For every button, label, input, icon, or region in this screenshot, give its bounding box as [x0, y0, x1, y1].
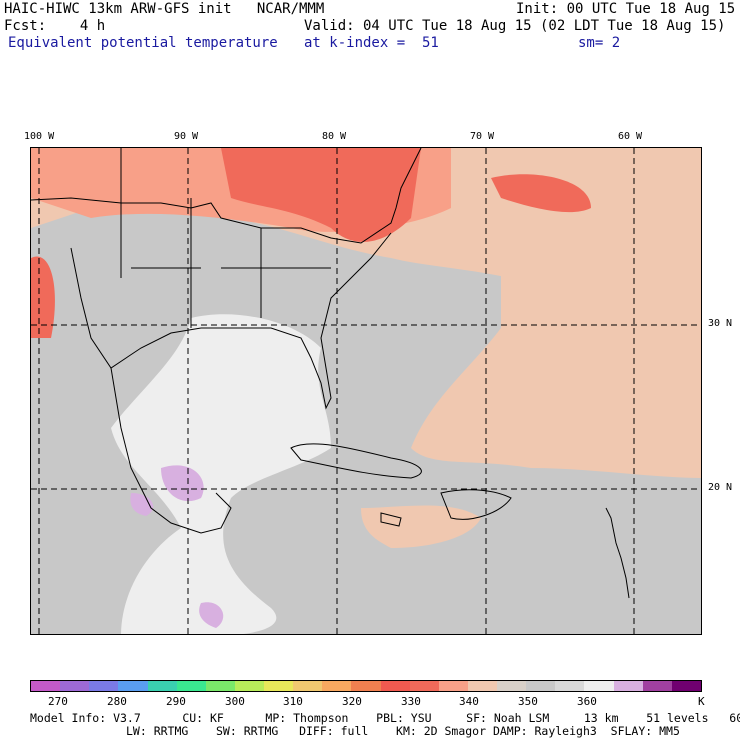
colorbar-swatch-16 [497, 681, 527, 691]
level-label: at k-index = 51 [304, 35, 439, 51]
colorbar [30, 680, 702, 692]
valid-time: Valid: 04 UTC Tue 18 Aug 15 (02 LDT Tue … [304, 18, 726, 34]
colorbar-swatch-8 [264, 681, 294, 691]
field-name: Equivalent potential temperature [8, 35, 278, 51]
colorbar-unit: K [698, 695, 705, 708]
colorbar-tick-290: 290 [166, 695, 186, 708]
theta-e-field [31, 148, 701, 634]
colorbar-swatch-21 [642, 681, 672, 691]
colorbar-swatch-7 [234, 681, 264, 691]
model-info-line2: LW: RRTMG SW: RRTMG DIFF: full KM: 2D Sm… [126, 724, 680, 738]
lon-label-100w: 100 W [24, 131, 55, 142]
colorbar-tick-330: 330 [401, 695, 421, 708]
colorbar-swatch-2 [89, 681, 119, 691]
smoothing-label: sm= 2 [578, 35, 621, 51]
colorbar-tick-360: 360 [577, 695, 597, 708]
colorbar-swatch-18 [555, 681, 585, 691]
lat-label-20n: 20 N [708, 482, 733, 493]
colorbar-swatch-11 [351, 681, 381, 691]
colorbar-swatch-4 [147, 681, 177, 691]
colorbar-swatch-12 [380, 681, 410, 691]
lon-label-90w: 90 W [174, 131, 199, 142]
lat-label-30n: 30 N [708, 318, 733, 329]
title-line1-left: HAIC-HIWC 13km ARW-GFS init NCAR/MMM [4, 1, 325, 17]
colorbar-swatch-5 [176, 681, 206, 691]
colorbar-swatch-9 [293, 681, 323, 691]
colorbar-swatch-19 [584, 681, 614, 691]
colorbar-swatch-14 [438, 681, 468, 691]
lon-label-60w: 60 W [618, 131, 643, 142]
colorbar-tick-270: 270 [48, 695, 68, 708]
colorbar-swatch-1 [60, 681, 90, 691]
colorbar-tick-320: 320 [342, 695, 362, 708]
forecast-hour: Fcst: 4 h [4, 18, 106, 34]
colorbar-swatch-20 [613, 681, 643, 691]
colorbar-tick-280: 280 [107, 695, 127, 708]
colorbar-swatch-22 [671, 681, 701, 691]
colorbar-swatch-13 [409, 681, 439, 691]
colorbar-tick-350: 350 [518, 695, 538, 708]
model-info-line1: Model Info: V3.7 CU: KF MP: Thompson PBL… [30, 711, 740, 725]
colorbar-tick-340: 340 [459, 695, 479, 708]
colorbar-swatch-10 [322, 681, 352, 691]
colorbar-swatch-0 [31, 681, 61, 691]
colorbar-swatch-15 [467, 681, 497, 691]
init-time: Init: 00 UTC Tue 18 Aug 15 [516, 1, 736, 17]
colorbar-tick-300: 300 [225, 695, 245, 708]
colorbar-swatch-3 [118, 681, 148, 691]
map-panel [30, 147, 702, 635]
lon-label-70w: 70 W [470, 131, 495, 142]
lon-label-80w: 80 W [322, 131, 347, 142]
colorbar-swatch-6 [205, 681, 235, 691]
colorbar-tick-310: 310 [283, 695, 303, 708]
colorbar-swatch-17 [526, 681, 556, 691]
